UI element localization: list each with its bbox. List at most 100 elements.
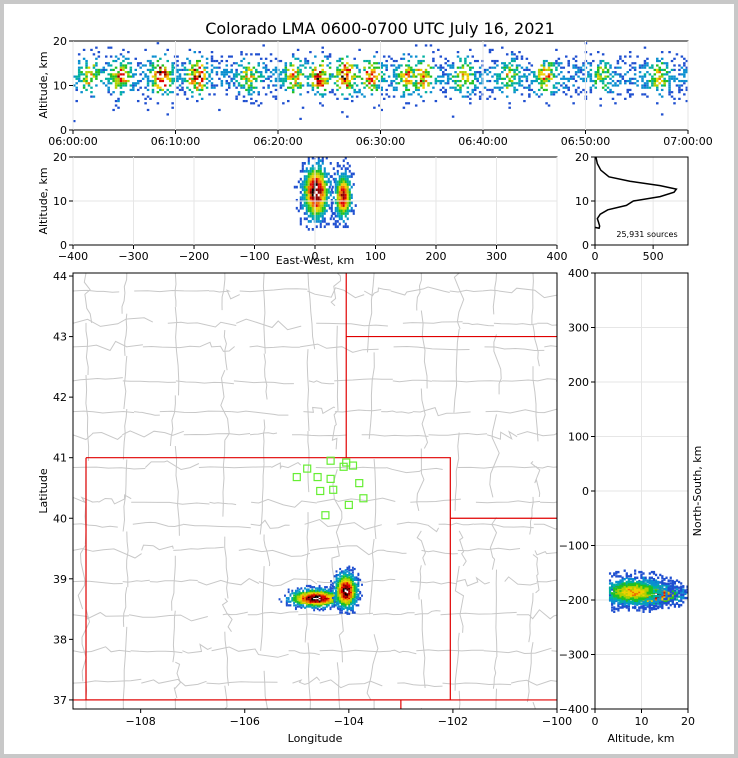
map-source-cell bbox=[342, 576, 345, 579]
time-height-source-cell bbox=[218, 62, 221, 65]
time-height-source-cell bbox=[542, 64, 546, 67]
map-source-cell bbox=[289, 593, 292, 596]
time-height-source-cell bbox=[432, 51, 435, 54]
ns-height-source-cell bbox=[686, 585, 688, 588]
ns-height-source-cell bbox=[640, 589, 643, 592]
time-height-source-cell bbox=[496, 79, 499, 83]
ns-height-source-cell bbox=[682, 601, 685, 604]
time-height-source-cell bbox=[432, 57, 435, 60]
time-height-source-cell bbox=[432, 66, 435, 69]
ns-height-source-cell bbox=[621, 587, 624, 591]
time-height-source-cell bbox=[633, 62, 637, 65]
time-height-source-cell bbox=[191, 91, 194, 94]
time-height-source-cell bbox=[284, 73, 288, 76]
time-height-source-cell bbox=[601, 82, 605, 85]
map-source-cell bbox=[311, 599, 314, 602]
ew-height-source-cell bbox=[323, 175, 326, 178]
ns-height-source-cell bbox=[682, 591, 685, 594]
time-height-source-cell bbox=[633, 77, 637, 80]
ew-height-source-cell bbox=[352, 183, 355, 186]
time-height-source-cell bbox=[678, 88, 681, 92]
ew-height-source-cell bbox=[329, 183, 332, 186]
time-height-source-cell bbox=[365, 79, 369, 83]
time-height-source-cell bbox=[198, 51, 201, 54]
ns-height-source-cell bbox=[621, 585, 624, 588]
county-line bbox=[262, 273, 266, 354]
map-source-cell bbox=[315, 603, 317, 606]
ew-height-source-cell bbox=[305, 169, 308, 173]
time-height-source-cell bbox=[473, 59, 477, 63]
time-height-source-cell bbox=[461, 95, 465, 98]
time-height-source-cell bbox=[279, 79, 283, 83]
ew-height-source-cell bbox=[295, 185, 298, 189]
time-height-source-cell bbox=[213, 93, 216, 96]
time-height-source-cell bbox=[678, 91, 681, 94]
ew-height-source-cell bbox=[328, 185, 331, 189]
ew-height-source-cell bbox=[319, 188, 322, 192]
county-line bbox=[361, 434, 429, 437]
map-source-cell bbox=[313, 606, 316, 609]
time-height-source-cell bbox=[282, 82, 285, 85]
time-height-source-cell bbox=[294, 71, 297, 74]
time-height-source-cell bbox=[380, 62, 383, 65]
map-source-cell bbox=[298, 601, 301, 605]
ew-height-source-cell bbox=[305, 183, 308, 186]
time-height-source-cell bbox=[267, 68, 270, 72]
ns-height-source-cell bbox=[648, 577, 651, 581]
time-height-ytick-label: 0 bbox=[60, 124, 67, 137]
ew-height-source-cell bbox=[301, 198, 304, 202]
time-height-source-cell bbox=[272, 95, 275, 98]
time-height-source-cell bbox=[400, 77, 403, 80]
map-source-cell bbox=[331, 592, 334, 595]
time-height-source-cell bbox=[646, 95, 649, 98]
ns-height-source-cell bbox=[680, 596, 683, 600]
map-source-cell bbox=[341, 589, 343, 592]
county-line bbox=[449, 289, 499, 293]
map-source-cell bbox=[344, 595, 347, 598]
histogram-line bbox=[594, 156, 678, 230]
ew-height-source-cell bbox=[319, 169, 322, 173]
ns-height-source-cell bbox=[686, 588, 688, 591]
time-height-source-cell bbox=[82, 77, 86, 80]
time-height-source-cell bbox=[643, 66, 647, 69]
ns-height-source-cell bbox=[657, 580, 660, 584]
time-height-source-cell bbox=[373, 82, 376, 85]
time-height-source-cell bbox=[427, 73, 430, 76]
map-source-cell bbox=[311, 601, 314, 605]
time-height-source-cell bbox=[631, 82, 634, 85]
ew-height-source-cell bbox=[323, 167, 326, 170]
time-height-source-cell bbox=[469, 62, 472, 65]
time-height-source-cell bbox=[250, 82, 253, 85]
time-height-source-cell bbox=[338, 57, 342, 60]
ew-height-source-cell bbox=[336, 198, 339, 202]
map-source-cell bbox=[302, 604, 305, 607]
time-height-source-cell bbox=[439, 64, 443, 67]
map-source-cell bbox=[355, 589, 358, 592]
time-height-source-cell bbox=[601, 79, 605, 83]
time-height-source-cell bbox=[132, 84, 135, 87]
time-height-source-cell bbox=[225, 79, 229, 83]
ns-height-source-cell bbox=[629, 580, 633, 584]
time-height-source-cell bbox=[503, 64, 506, 67]
time-height-source-cell bbox=[296, 84, 300, 87]
ns-height-source-cell bbox=[652, 599, 656, 602]
map-source-cell bbox=[341, 600, 343, 603]
time-height-source-cell bbox=[464, 95, 467, 98]
time-height-source-cell bbox=[336, 84, 339, 87]
time-height-source-cell bbox=[427, 75, 430, 78]
map-source-cell bbox=[351, 588, 354, 591]
map-source-cell bbox=[313, 595, 316, 598]
map-source-cell bbox=[341, 603, 343, 606]
ns-height-source-cell bbox=[654, 579, 658, 582]
map-source-cell bbox=[335, 575, 338, 578]
time-height-source-cell bbox=[346, 79, 349, 83]
ns-height-source-cell bbox=[627, 594, 630, 598]
time-height-source-cell bbox=[525, 75, 529, 78]
time-height-source-cell bbox=[510, 53, 514, 56]
time-height-source-cell bbox=[466, 95, 470, 98]
time-height-source-cell bbox=[407, 88, 411, 92]
lma-station-marker bbox=[355, 479, 364, 488]
time-height-source-cell bbox=[488, 79, 492, 83]
time-height-source-cell bbox=[107, 91, 110, 94]
time-height-source-cell bbox=[621, 77, 625, 80]
